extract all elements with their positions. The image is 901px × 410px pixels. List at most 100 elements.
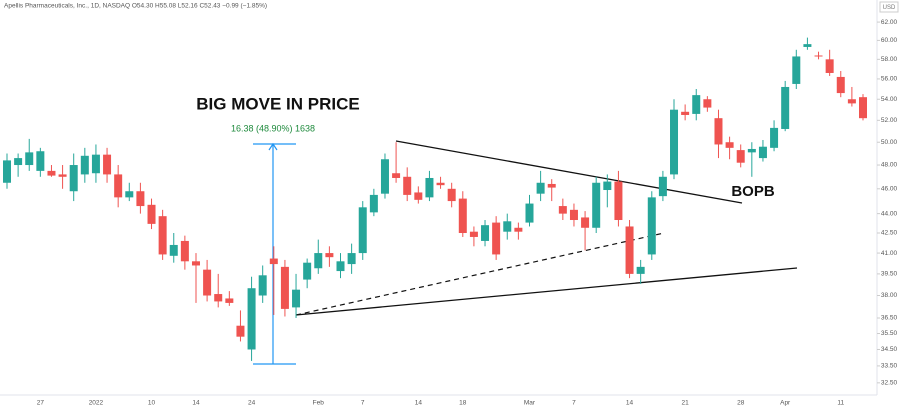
candle-body <box>636 266 645 274</box>
candle-body <box>447 188 456 202</box>
currency: USD <box>883 5 896 11</box>
candle-body <box>536 182 545 194</box>
candle-body <box>736 150 745 163</box>
candle-body <box>725 142 734 148</box>
candle-body <box>758 146 767 159</box>
y-tick-label: 42.50 <box>881 230 898 237</box>
candle-body <box>770 127 779 148</box>
candle-body <box>581 217 590 228</box>
candle-body <box>658 176 667 197</box>
x-tick-label: 14 <box>626 400 634 407</box>
measure-arrow <box>268 142 278 151</box>
candle-body <box>325 253 334 258</box>
candle-body <box>825 59 834 73</box>
candle-body <box>836 76 845 94</box>
y-tick-label: 36.50 <box>881 315 898 322</box>
y-tick-label: 33.50 <box>881 363 898 370</box>
x-tick-label: 14 <box>415 400 423 407</box>
candle-body <box>91 154 100 174</box>
candle-body <box>647 197 656 255</box>
candle-body <box>191 261 200 266</box>
y-tick-label: 44.00 <box>881 210 898 217</box>
x-tick-label: 24 <box>248 400 256 407</box>
candle-body <box>214 294 223 302</box>
candle-body <box>158 216 167 255</box>
candle-body <box>269 258 278 265</box>
candle-body <box>169 244 178 256</box>
y-tick-label: 52.00 <box>881 117 898 124</box>
y-tick-label: 60.00 <box>881 37 898 44</box>
candle-body <box>714 118 723 145</box>
candle-body <box>525 203 534 223</box>
candle-body <box>603 181 612 191</box>
candle-body <box>503 221 512 232</box>
y-tick-label: 54.00 <box>881 96 898 103</box>
candle-body <box>103 154 112 175</box>
candle-body <box>180 240 189 262</box>
candle-body <box>747 148 756 153</box>
candle-body <box>492 222 501 255</box>
candle-body <box>314 253 323 269</box>
candle-body <box>36 151 45 171</box>
x-tick-label: Feb <box>313 400 325 407</box>
candle-body <box>303 262 312 280</box>
candle-body <box>58 174 67 177</box>
candle-body <box>369 194 378 213</box>
annotation: BIG MOVE IN PRICE <box>196 94 359 113</box>
candle-body <box>25 152 34 166</box>
x-tick-label: 18 <box>459 400 467 407</box>
candle-body <box>380 159 389 194</box>
candle-body <box>114 174 123 198</box>
candle-body <box>792 56 801 84</box>
chart-title: Apellis Pharmaceuticals, Inc., 1D, NASDA… <box>4 3 267 10</box>
candle-body <box>14 158 23 166</box>
candle-body <box>403 176 412 195</box>
candle-body <box>69 165 78 192</box>
x-tick-label: Apr <box>780 400 791 407</box>
y-tick-label: 39.50 <box>881 271 898 278</box>
candle-body <box>859 97 867 119</box>
candle-body <box>614 181 623 221</box>
y-tick-label: 32.50 <box>881 380 898 387</box>
candle-body <box>847 99 856 104</box>
candle-body <box>3 160 11 183</box>
candle-body <box>347 253 356 265</box>
candle-body <box>547 183 556 188</box>
y-tick-label: 46.00 <box>881 186 898 193</box>
x-tick-label: 14 <box>192 400 200 407</box>
candle-body <box>469 231 478 237</box>
annotation: BOPB <box>731 183 775 200</box>
y-tick-label: 62.00 <box>881 19 898 26</box>
currency-box <box>879 1 899 13</box>
candle-body <box>803 44 812 47</box>
trendline-lower <box>295 267 798 316</box>
candle-body <box>458 198 467 234</box>
candle-body <box>247 288 256 350</box>
candle-body <box>292 289 301 308</box>
x-tick-label: 11 <box>837 400 844 407</box>
candle-body <box>225 298 234 303</box>
candle-body <box>625 226 634 274</box>
candle-body <box>781 86 790 129</box>
candle-body <box>136 191 145 207</box>
y-tick-label: 35.50 <box>881 330 898 337</box>
candle-body <box>80 155 89 175</box>
x-tick-label: 28 <box>737 400 745 407</box>
candle-body <box>481 225 490 241</box>
candle-body <box>670 109 679 175</box>
candle-body <box>425 177 434 198</box>
candle-body <box>203 269 212 296</box>
candle-body <box>125 191 134 198</box>
x-tick-label: 7 <box>572 400 576 407</box>
candle-body <box>414 192 423 200</box>
y-tick-label: 56.00 <box>881 76 898 83</box>
candle-body <box>147 204 156 224</box>
candle-body <box>681 111 690 115</box>
x-tick-label: 2022 <box>89 400 104 407</box>
candle-body <box>336 261 345 272</box>
candle-body <box>558 206 567 214</box>
candle-body <box>258 275 267 296</box>
x-tick-label: 21 <box>682 400 690 407</box>
